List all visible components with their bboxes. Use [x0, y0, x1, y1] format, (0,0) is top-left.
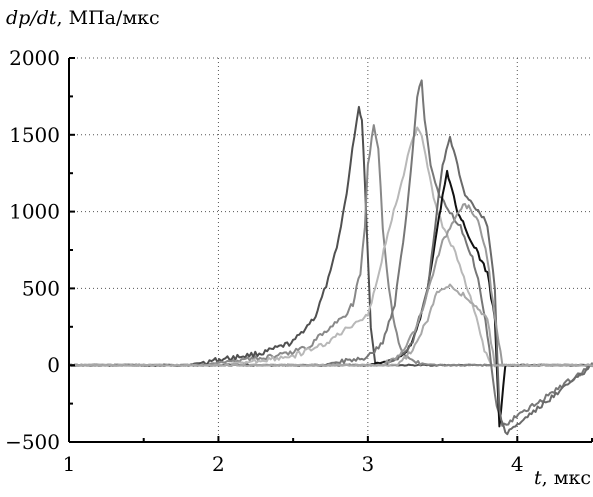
- x-tick-label: 1: [63, 452, 76, 476]
- grid-lines: [69, 57, 592, 442]
- series-line-6: [68, 135, 593, 436]
- y-axis-label: dp/dt, МПа/мкс: [6, 7, 160, 29]
- x-axis-label: t, мкс: [534, 467, 591, 489]
- y-tick-label: 2000: [9, 46, 60, 70]
- y-tick-label: 0: [47, 353, 60, 377]
- y-tick-label: 500: [22, 276, 60, 300]
- chart-series: [68, 79, 593, 436]
- y-tick-label: 1500: [9, 123, 60, 147]
- x-axis-unit: мкс: [554, 467, 591, 489]
- axes: [68, 58, 592, 443]
- x-tick-label: 3: [361, 452, 374, 476]
- series-line-5: [68, 169, 593, 428]
- y-axis-unit: МПа/мкс: [69, 7, 160, 29]
- y-tick-label: 1000: [9, 200, 60, 224]
- x-tick-label: 2: [212, 452, 225, 476]
- x-tick-label: 4: [511, 452, 524, 476]
- series-line-8: [68, 283, 593, 368]
- y-axis-var: dp/dt: [6, 7, 57, 29]
- tick-labels: 1 2 3 4 −500 0 500 1000 1500 2000: [5, 46, 524, 476]
- series-line-2: [68, 124, 593, 367]
- series-line-3: [68, 126, 593, 367]
- series-line-4: [68, 79, 593, 427]
- ticks: [68, 57, 593, 443]
- y-tick-label: −500: [5, 430, 60, 454]
- x-axis-var: t: [534, 467, 542, 489]
